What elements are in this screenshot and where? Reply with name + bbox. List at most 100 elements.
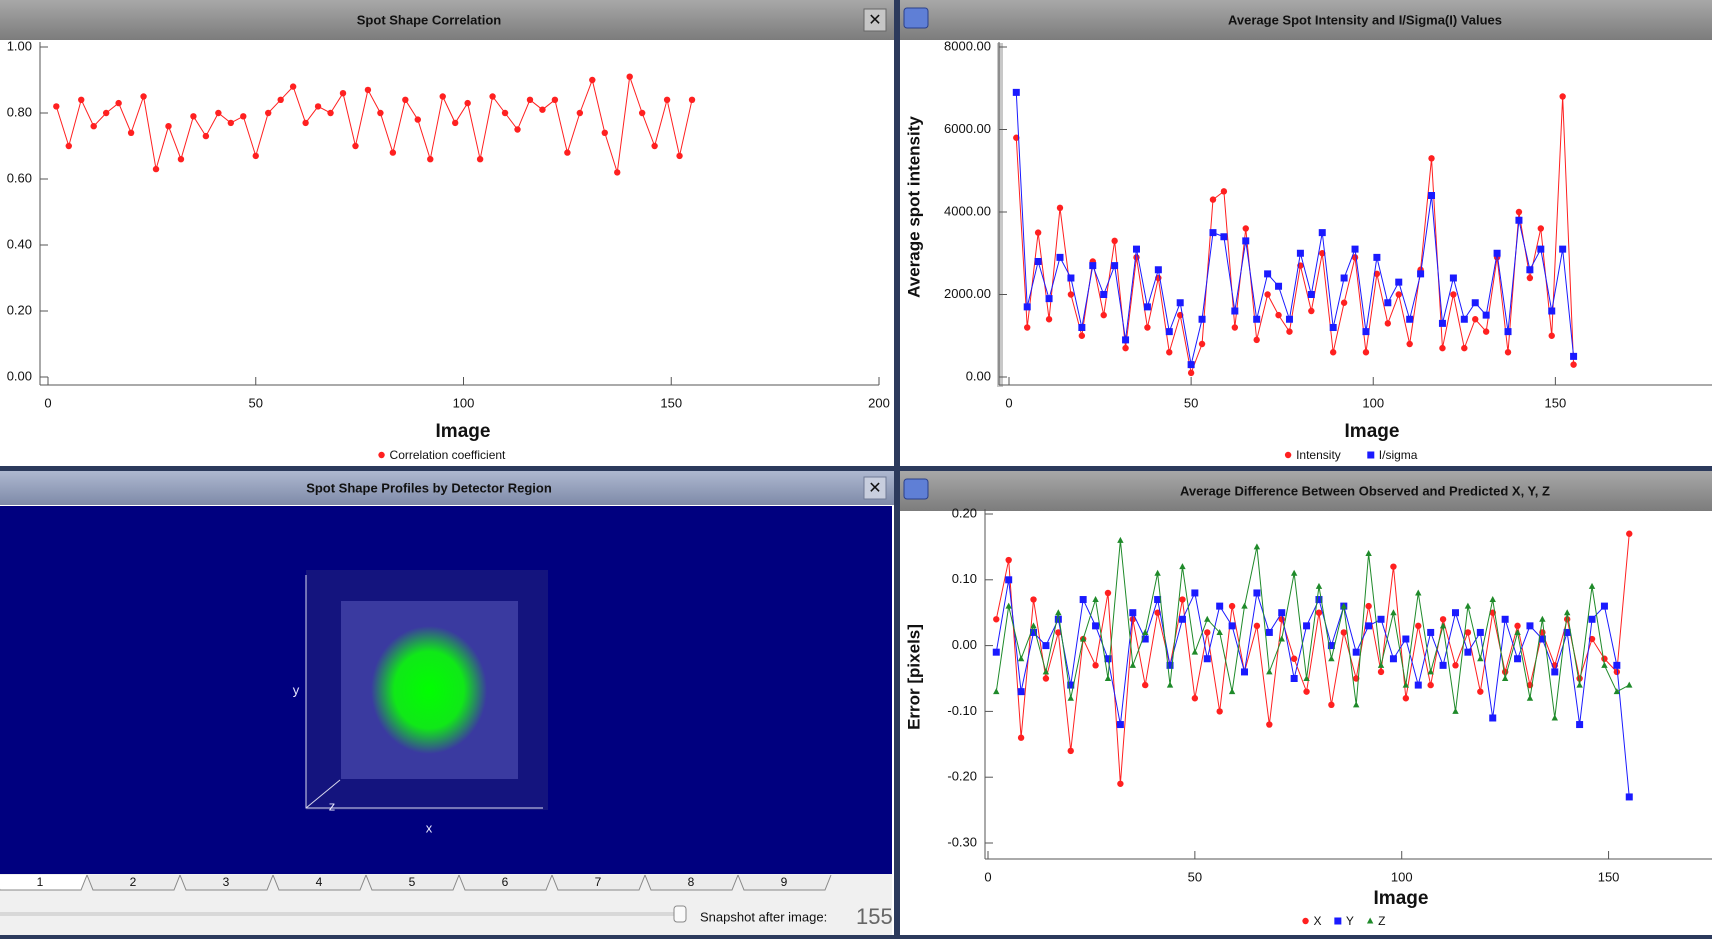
x-tick-label: 100 — [1362, 395, 1384, 410]
slider-thumb[interactable] — [673, 905, 687, 923]
marker — [1315, 609, 1323, 616]
marker — [1373, 270, 1381, 278]
tab-strip: 1 2 3 4 5 6 7 8 9 — [0, 874, 832, 891]
marker — [1588, 635, 1596, 643]
panel-icon[interactable] — [903, 478, 929, 500]
marker — [1132, 245, 1140, 253]
marker — [993, 688, 1000, 695]
marker — [1253, 622, 1261, 630]
tab[interactable] — [272, 874, 367, 891]
y-axis-label: Error [pixels] — [904, 624, 923, 730]
y-tick-label: 8000.00 — [944, 38, 991, 53]
marker — [1122, 344, 1129, 352]
marker — [1055, 629, 1062, 636]
marker — [1340, 602, 1347, 609]
marker — [1253, 315, 1261, 323]
tab-label: 9 — [781, 875, 788, 889]
marker — [476, 156, 484, 163]
y-tick-label: 2000.00 — [944, 286, 991, 301]
title-bar — [0, 471, 894, 505]
legend-label: Z — [1378, 914, 1385, 928]
marker — [501, 109, 509, 117]
marker — [539, 106, 546, 113]
marker — [1464, 602, 1472, 609]
marker — [1601, 655, 1608, 662]
marker — [1328, 701, 1335, 709]
marker — [1428, 155, 1435, 162]
chart-title: Average Difference Between Observed and … — [1180, 483, 1550, 498]
tab[interactable] — [644, 874, 739, 891]
tab[interactable] — [737, 874, 832, 891]
x-axis-label: Image — [1345, 421, 1400, 442]
y-tick-label: 0.20 — [7, 302, 32, 317]
marker — [1045, 295, 1053, 303]
marker — [1228, 602, 1236, 610]
marker — [215, 109, 222, 117]
marker — [1477, 655, 1484, 662]
tab[interactable] — [86, 874, 181, 891]
marker — [364, 86, 372, 94]
marker — [1104, 655, 1112, 663]
marker — [190, 113, 197, 120]
marker — [1548, 332, 1555, 339]
close-button[interactable] — [863, 8, 887, 32]
close-icon: ✕ — [868, 12, 881, 29]
marker — [1504, 328, 1512, 336]
marker — [1514, 655, 1522, 663]
marker — [1092, 662, 1099, 669]
tab[interactable] — [458, 874, 553, 891]
marker — [1187, 361, 1195, 369]
marker — [1334, 917, 1342, 925]
marker — [1216, 708, 1223, 715]
marker — [1290, 655, 1298, 662]
marker — [1111, 237, 1118, 245]
marker — [1290, 569, 1298, 576]
marker — [1042, 642, 1050, 650]
marker — [1275, 282, 1283, 290]
marker — [1477, 688, 1484, 695]
marker — [1351, 245, 1359, 253]
marker — [1253, 543, 1261, 550]
marker — [378, 451, 385, 459]
marker — [1439, 616, 1447, 623]
marker — [1054, 615, 1062, 623]
marker — [1178, 615, 1186, 623]
marker — [1352, 648, 1360, 656]
marker — [1537, 225, 1545, 232]
tab[interactable] — [179, 874, 274, 891]
splitter-horizontal[interactable] — [0, 466, 1712, 471]
marker — [1005, 576, 1013, 584]
y-axis-label: Average spot intensity — [904, 116, 923, 298]
marker — [1514, 628, 1521, 635]
tab-label: 4 — [316, 875, 323, 889]
tab[interactable] — [551, 874, 646, 891]
marker — [1570, 352, 1578, 360]
marker — [1402, 635, 1410, 643]
marker — [1187, 369, 1195, 377]
marker — [1482, 311, 1490, 319]
marker — [1406, 315, 1414, 323]
marker — [1452, 707, 1459, 714]
marker — [1264, 291, 1271, 298]
tab[interactable] — [0, 874, 88, 891]
marker — [1329, 349, 1337, 356]
tab[interactable] — [365, 874, 460, 891]
marker — [127, 129, 135, 136]
marker — [1264, 270, 1272, 278]
tab-label: 8 — [688, 875, 695, 889]
marker — [265, 109, 272, 117]
marker — [53, 103, 60, 110]
marker — [1377, 668, 1385, 676]
marker — [1427, 681, 1434, 689]
marker — [1253, 336, 1260, 344]
slider-track[interactable] — [0, 912, 680, 916]
y-tick-label: 0.40 — [7, 236, 32, 251]
tab-label: 7 — [595, 875, 602, 889]
y-tick-label: 0.60 — [7, 170, 32, 185]
close-button[interactable] — [863, 476, 887, 500]
panel-icon[interactable] — [903, 7, 929, 29]
marker — [1452, 662, 1459, 669]
x-tick-label: 100 — [453, 395, 475, 410]
marker — [90, 123, 97, 130]
marker — [1005, 556, 1012, 564]
